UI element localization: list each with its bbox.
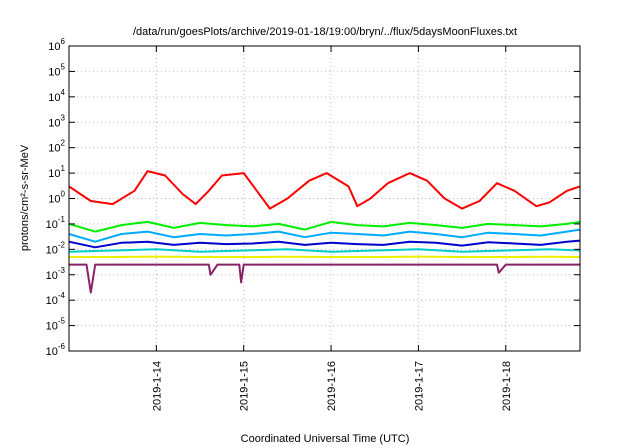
y-tick-label: 103 xyxy=(48,113,65,129)
series-line xyxy=(69,263,580,294)
x-tick-label: 2019-1-17 xyxy=(413,361,425,411)
y-axis: 10-6 10-5 10-4 10-3 10-2 10-1 100 101 102 103 104 1… xyxy=(46,37,580,358)
x-tick-label: 2019-1-18 xyxy=(501,361,513,411)
series-line xyxy=(68,239,581,249)
y-tick-label: 101 xyxy=(48,164,65,180)
y-tick-label: 10-3 xyxy=(46,266,66,282)
series-line xyxy=(68,228,581,243)
x-tick-label: 2019-1-14 xyxy=(151,361,163,411)
x-axis: 2019-1-14 2019-1-15 2019-1-16 2019-1-17 2019… xyxy=(151,46,513,411)
y-tick-label: 102 xyxy=(48,139,65,155)
y-tick-label: 10-2 xyxy=(46,240,66,256)
y-tick-label: 106 xyxy=(48,37,65,53)
y-tick-label: 105 xyxy=(48,62,65,78)
y-tick-label: 10-4 xyxy=(46,291,66,307)
y-tick-label: 100 xyxy=(48,190,65,206)
x-tick-label: 2019-1-15 xyxy=(239,361,251,411)
x-tick-label: 2019-1-16 xyxy=(326,361,338,411)
x-axis-label: Coordinated Universal Time (UTC) xyxy=(241,433,410,445)
series-group xyxy=(68,170,581,294)
y-tick-label: 104 xyxy=(48,88,65,104)
series-line xyxy=(68,220,581,233)
y-axis-label: protons/cm²-s-sr-MeV xyxy=(19,144,31,251)
y-tick-label: 10-6 xyxy=(46,342,66,358)
series-line xyxy=(68,248,581,253)
grid xyxy=(69,45,580,352)
y-tick-label: 10-5 xyxy=(46,317,66,333)
y-tick-label: 10-1 xyxy=(46,215,66,231)
chart-title: /data/run/goesPlots/archive/2019-01-18/1… xyxy=(133,26,517,38)
series-line xyxy=(68,170,581,210)
